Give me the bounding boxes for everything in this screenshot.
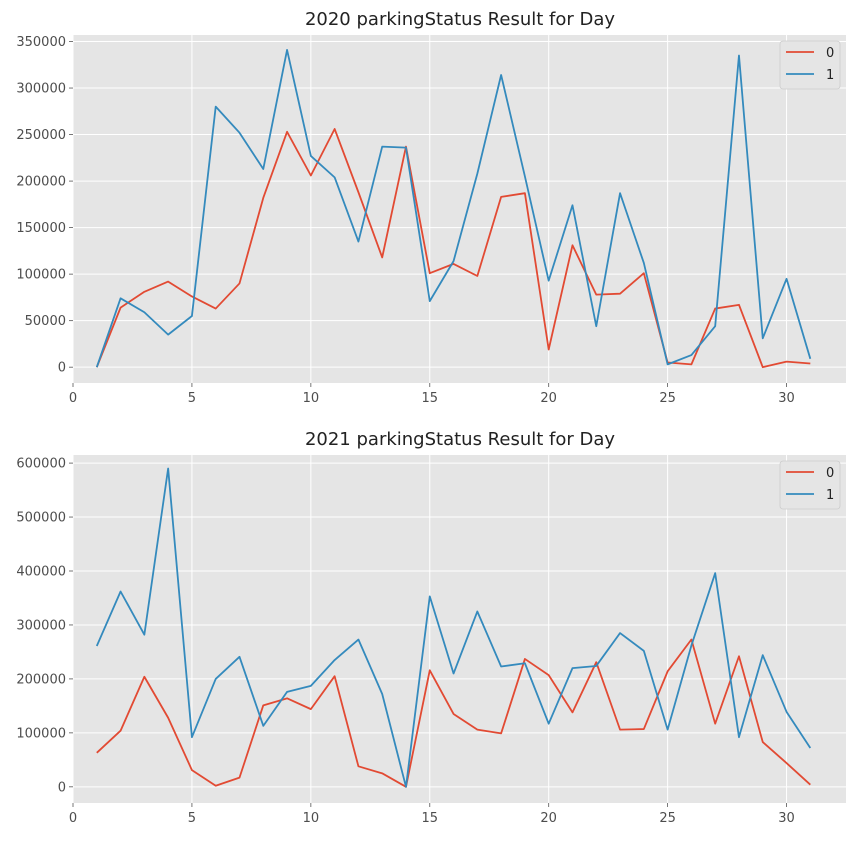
y-tick-label: 250000 (16, 128, 66, 143)
y-tick-label: 0 (58, 361, 66, 376)
x-tick-label: 30 (778, 391, 795, 406)
chart-2021-grid (72, 455, 846, 803)
y-tick-label: 600000 (16, 457, 66, 472)
legend-label-1: 1 (826, 68, 834, 83)
y-tick-label: 400000 (16, 565, 66, 580)
legend-label-1: 1 (826, 488, 834, 503)
y-tick-label: 500000 (16, 511, 66, 526)
chart-2020-plot-area (73, 35, 846, 383)
x-tick-label: 10 (303, 811, 320, 826)
series-line-1 (95, 467, 812, 788)
y-tick-label: 200000 (16, 672, 66, 687)
x-tick-label: 25 (659, 811, 676, 826)
chart-2020-grid (72, 35, 846, 383)
chart-2021-legend: 0 1 (779, 460, 841, 510)
chart-2020: 2020 parkingStatus Result for Day 0 5 10 15… (16, 9, 846, 406)
y-tick-label: 100000 (16, 268, 66, 283)
y-tick-label: 350000 (16, 35, 66, 50)
y-tick-label: 200000 (16, 175, 66, 190)
chart-2021-ticks: 0 5 10 15 20 25 30 0 100000 200000 300000 400000 500… (16, 457, 794, 826)
x-tick-label: 20 (540, 811, 557, 826)
chart-2021-plot-area (73, 455, 846, 803)
x-tick-label: 25 (659, 391, 676, 406)
y-tick-label: 50000 (25, 314, 66, 329)
y-tick-label: 300000 (16, 82, 66, 97)
x-tick-label: 5 (188, 391, 196, 406)
series-line-0 (96, 638, 811, 788)
x-tick-label: 20 (540, 391, 557, 406)
y-tick-label: 0 (58, 780, 66, 795)
chart-2021-title: 2021 parkingStatus Result for Day (305, 429, 615, 450)
series-line-0 (95, 128, 811, 369)
x-tick-label: 5 (188, 811, 196, 826)
chart-2020-ticks: 0 5 10 15 20 25 30 0 50000 100000 150000 200000 2500… (16, 35, 794, 406)
x-tick-label: 15 (421, 811, 438, 826)
y-tick-label: 100000 (16, 726, 66, 741)
x-tick-label: 30 (778, 811, 795, 826)
chart-2020-series (95, 48, 812, 369)
chart-2021-series (95, 467, 812, 788)
x-tick-label: 0 (69, 391, 77, 406)
series-line-1 (95, 48, 812, 368)
x-tick-label: 10 (303, 391, 320, 406)
chart-2020-title: 2020 parkingStatus Result for Day (305, 9, 615, 30)
y-tick-label: 300000 (16, 618, 66, 633)
chart-2020-legend: 0 1 (779, 40, 841, 90)
chart-2021: 2021 parkingStatus Result for Day 0 5 10 15… (16, 429, 846, 826)
legend-label-0: 0 (826, 466, 834, 481)
x-tick-label: 15 (421, 391, 438, 406)
y-tick-label: 150000 (16, 221, 66, 236)
x-tick-label: 0 (69, 811, 77, 826)
legend-label-0: 0 (826, 46, 834, 61)
